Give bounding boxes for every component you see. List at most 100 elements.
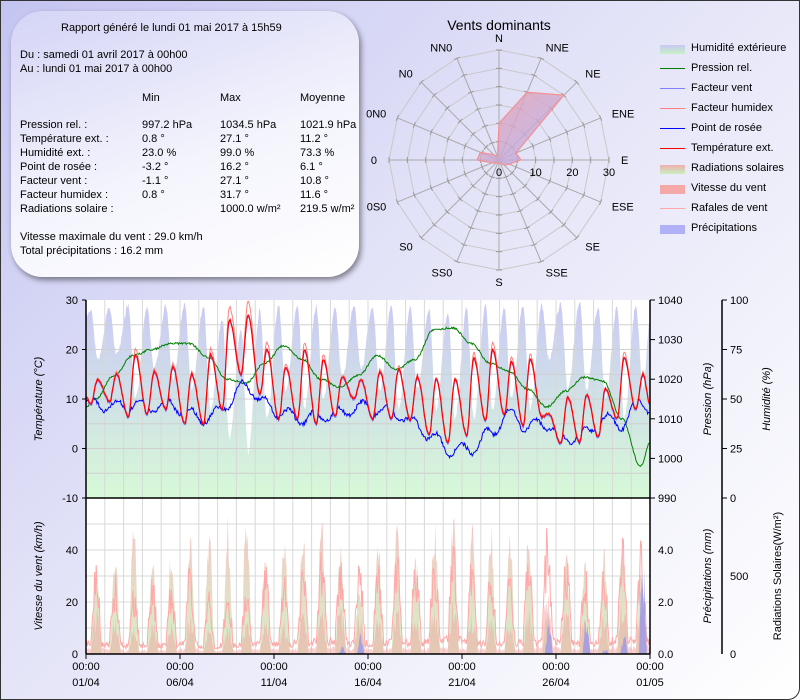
rose-tick bbox=[431, 92, 437, 98]
rose-tick bbox=[522, 183, 528, 189]
rose-tick bbox=[574, 235, 580, 241]
rose-direction-label: 0S0 bbox=[367, 202, 387, 214]
x-tick-date: 01/04 bbox=[72, 677, 100, 689]
legend-swatch bbox=[660, 88, 685, 89]
stat-avg: 11.2 ° bbox=[300, 133, 329, 145]
rose-tick bbox=[489, 175, 495, 179]
x-tick-date: 16/04 bbox=[354, 677, 382, 689]
rose-tick bbox=[460, 243, 467, 247]
legend-item: Précipitations bbox=[660, 222, 800, 236]
legend-swatch bbox=[660, 45, 685, 54]
rose-direction-label: SE bbox=[585, 241, 600, 253]
x-tick-date: 26/04 bbox=[542, 677, 570, 689]
legend-swatch bbox=[660, 128, 685, 129]
rose-direction-label: N0 bbox=[399, 69, 413, 81]
pressure-axis-title: Pression (hPa) bbox=[702, 362, 714, 435]
rose-direction-label: SSE bbox=[546, 268, 568, 280]
rose-wind-area bbox=[476, 91, 566, 166]
pressure-tick-label: 1000 bbox=[658, 453, 682, 465]
solar-radiation-area bbox=[86, 515, 650, 654]
report-generated: Rapport généré le lundi 01 mai 2017 à 15… bbox=[61, 22, 282, 34]
stat-min: 997.2 hPa bbox=[142, 119, 193, 131]
wind-rose-title: Vents dominants bbox=[447, 17, 551, 33]
humidity-tick-label: 75 bbox=[730, 345, 742, 357]
x-tick-date: 06/04 bbox=[166, 677, 194, 689]
legend-label: Pression rel. bbox=[691, 62, 753, 74]
rose-tick bbox=[457, 196, 463, 202]
rose-radius-label: 0 bbox=[496, 167, 502, 179]
rose-tick bbox=[395, 114, 399, 121]
column-header: Min bbox=[142, 92, 160, 104]
report-to: Au : lundi 01 mai 2017 à 00h00 bbox=[20, 63, 173, 75]
legend-item: Pression rel. bbox=[660, 62, 800, 76]
rose-tick bbox=[453, 56, 460, 60]
rose-tick bbox=[431, 222, 437, 228]
rose-tick bbox=[524, 226, 531, 230]
rose-tick bbox=[446, 135, 450, 142]
legend-label: Vitesse du vent bbox=[691, 182, 767, 194]
stat-avg: 1021.9 hPa bbox=[300, 119, 357, 131]
x-tick-time: 00:00 bbox=[72, 661, 100, 673]
stat-max: 16.2 ° bbox=[220, 161, 249, 173]
rose-tick bbox=[474, 209, 481, 213]
rose-tick bbox=[548, 135, 552, 142]
stat-avg: 219.5 w/m² bbox=[300, 203, 355, 215]
rose-direction-label: S0 bbox=[399, 241, 412, 253]
legend-label: Facteur vent bbox=[691, 82, 753, 94]
rose-tick bbox=[457, 118, 463, 124]
rose-tick bbox=[467, 226, 474, 230]
rose-direction-label: E bbox=[621, 155, 628, 167]
x-tick-time: 00:00 bbox=[448, 661, 476, 673]
rose-direction-label: NNE bbox=[546, 42, 569, 54]
pressure-tick-label: 1030 bbox=[658, 335, 682, 347]
report-summary-box: Rapport généré le lundi 01 mai 2017 à 15… bbox=[11, 11, 359, 277]
rose-tick bbox=[483, 170, 489, 176]
rose-tick bbox=[446, 178, 450, 185]
pressure-tick-label: 990 bbox=[658, 493, 676, 505]
x-tick-date: 11/04 bbox=[261, 677, 288, 689]
stat-avg: 73.3 % bbox=[300, 147, 335, 159]
legend-label: Facteur humidex bbox=[691, 102, 773, 114]
rose-tick bbox=[482, 192, 488, 196]
rose-tick bbox=[480, 164, 484, 170]
rose-tick bbox=[565, 185, 569, 192]
stat-label: Radiations solaire : bbox=[20, 203, 114, 215]
stat-min: 0.8 ° bbox=[142, 189, 165, 201]
stat-avg: 10.8 ° bbox=[300, 175, 329, 187]
rose-tick bbox=[467, 90, 474, 94]
temperature-tick-label: 10 bbox=[66, 394, 78, 406]
rose-direction-label: SS0 bbox=[432, 268, 453, 280]
legend-swatch bbox=[660, 68, 685, 69]
stat-max: 27.1 ° bbox=[220, 133, 249, 145]
rose-direction-label: NN0 bbox=[430, 42, 452, 54]
rose-tick bbox=[535, 196, 541, 202]
rose-tick bbox=[470, 183, 476, 189]
rose-direction-label: ESE bbox=[612, 202, 634, 214]
rose-tick bbox=[483, 144, 489, 150]
legend-label: Rafales de vent bbox=[691, 202, 768, 214]
legend-item: Facteur vent bbox=[660, 82, 800, 96]
rose-direction-label: NE bbox=[585, 69, 600, 81]
rose-tick bbox=[418, 235, 424, 241]
temperature-tick-label: -10 bbox=[62, 493, 78, 505]
rose-tick bbox=[531, 243, 538, 247]
rose-tick bbox=[395, 199, 399, 206]
rose-tick bbox=[561, 222, 567, 228]
stat-min: -3.2 ° bbox=[142, 161, 169, 173]
stat-label: Facteur humidex : bbox=[20, 189, 109, 201]
rose-tick bbox=[517, 209, 524, 213]
legend-item: Radiations solaires bbox=[660, 162, 800, 176]
rose-tick bbox=[453, 260, 460, 264]
x-tick-time: 00:00 bbox=[166, 661, 194, 673]
pressure-tick-label: 1040 bbox=[658, 295, 682, 307]
rose-direction-label: N bbox=[495, 33, 503, 45]
x-tick-time: 00:00 bbox=[636, 661, 664, 673]
rose-tick bbox=[444, 105, 450, 111]
rose-radius-label: 30 bbox=[603, 167, 615, 179]
rose-direction-label: S bbox=[495, 277, 502, 289]
rose-tick bbox=[565, 128, 569, 135]
wind-axis-title: Vitesse du vent (km/h) bbox=[33, 521, 45, 631]
humidity-tick-label: 0 bbox=[730, 493, 736, 505]
wind-tick-label: 20 bbox=[66, 597, 78, 609]
